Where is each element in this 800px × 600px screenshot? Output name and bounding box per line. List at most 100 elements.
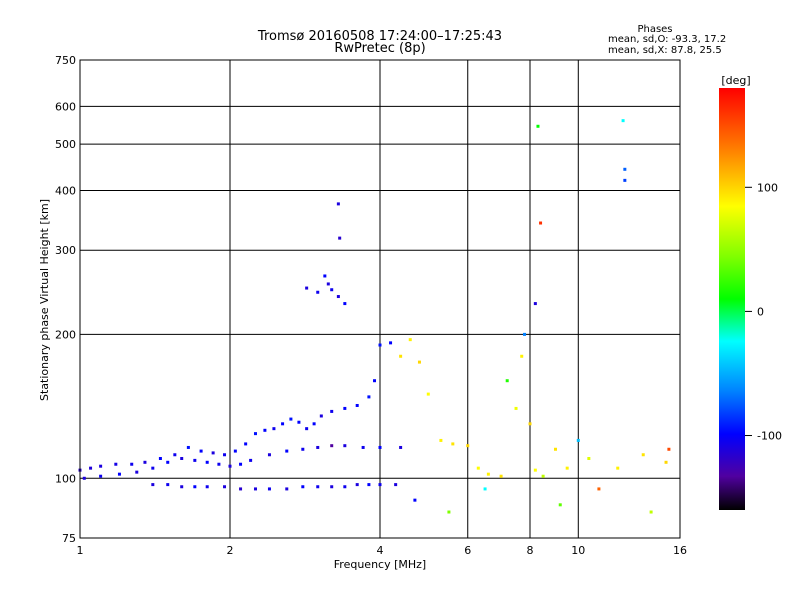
scatter-point xyxy=(408,338,412,342)
scatter-point xyxy=(533,468,537,472)
scatter-point xyxy=(528,422,532,426)
scatter-point xyxy=(305,286,309,290)
scatter-point xyxy=(99,474,103,478)
scatter-point xyxy=(621,119,625,123)
scatter-point xyxy=(117,472,121,476)
scatter-point xyxy=(641,453,645,457)
y-tick-label: 75 xyxy=(62,532,76,545)
grid-lines xyxy=(80,60,680,538)
scatter-point xyxy=(312,422,316,426)
scatter-point xyxy=(536,124,540,128)
plot-frame xyxy=(79,59,681,539)
scatter-point xyxy=(367,483,371,487)
y-axis-ticks: 75 100 200 300 400 500 600 750 xyxy=(55,54,76,545)
scatter-point xyxy=(623,178,627,182)
scatter-point xyxy=(343,302,347,306)
scatter-point xyxy=(130,462,134,466)
scatter-point xyxy=(330,288,334,292)
scatter-point xyxy=(289,417,293,421)
scatter-point xyxy=(151,483,155,487)
colorbar-unit: [deg] xyxy=(721,74,750,87)
scatter-point xyxy=(394,483,398,487)
scatter-point xyxy=(228,464,232,468)
scatter-point xyxy=(378,343,382,347)
scatter-point xyxy=(413,498,417,502)
x-tick-label: 16 xyxy=(673,544,687,557)
scatter-point xyxy=(285,487,289,491)
scatter-point xyxy=(499,474,503,478)
colorbar xyxy=(719,88,745,510)
scatter-point xyxy=(193,485,197,489)
scatter-point xyxy=(285,449,289,453)
scatter-point xyxy=(135,470,139,474)
scatter-point xyxy=(166,460,170,464)
y-tick-label: 300 xyxy=(55,244,76,257)
scatter-point xyxy=(239,487,243,491)
scatter-point xyxy=(336,295,340,299)
scatter-point xyxy=(649,510,653,514)
scatter-point xyxy=(336,202,340,206)
scatter-point xyxy=(426,392,430,396)
scatter-point xyxy=(223,453,227,457)
x-tick-label: 1 xyxy=(77,544,84,557)
scatter-point xyxy=(664,460,668,464)
scatter-point xyxy=(205,460,209,464)
scatter-point xyxy=(316,445,320,449)
colorbar-ticks: 100 0 -100 xyxy=(745,181,782,443)
scatter-point xyxy=(239,462,243,466)
scatter-point xyxy=(451,442,455,446)
scatter-point xyxy=(244,442,248,446)
scatter-point xyxy=(211,451,215,455)
scatter-point xyxy=(166,483,170,487)
scatter-point xyxy=(505,379,509,383)
scatter-point xyxy=(114,462,118,466)
scatter-point xyxy=(199,449,203,453)
scatter-point xyxy=(193,458,197,462)
scatter-point xyxy=(305,427,309,431)
scatter-point xyxy=(316,485,320,489)
scatter-point xyxy=(355,483,359,487)
scatter-point xyxy=(587,456,591,460)
scatter-point xyxy=(330,409,334,413)
x-tick-label: 8 xyxy=(527,544,534,557)
scatter-point xyxy=(297,420,301,424)
y-tick-label: 750 xyxy=(55,54,76,67)
scatter-point xyxy=(267,453,271,457)
stats-heading: Phases xyxy=(637,24,672,35)
scatter-point xyxy=(399,445,403,449)
scatter-point xyxy=(565,466,569,470)
scatter-point xyxy=(576,438,580,442)
scatter-point xyxy=(151,466,155,470)
scatter-point xyxy=(180,485,184,489)
colorbar-tick-label: 100 xyxy=(757,181,778,194)
scatter-point xyxy=(399,354,403,358)
scatter-point xyxy=(343,444,347,448)
scatter-point xyxy=(301,485,305,489)
stats-o-mode: mean, sd,O: -93.3, 17.2 xyxy=(608,34,726,45)
scatter-point xyxy=(143,460,147,464)
scatter-point xyxy=(343,406,347,410)
scatter-point xyxy=(667,447,671,451)
y-tick-label: 100 xyxy=(55,472,76,485)
x-tick-label: 4 xyxy=(377,544,384,557)
x-tick-label: 10 xyxy=(571,544,585,557)
scatter-point xyxy=(447,510,451,514)
scatter-point xyxy=(520,354,524,358)
data-points xyxy=(78,119,671,514)
scatter-point xyxy=(623,167,627,171)
scatter-point xyxy=(378,483,382,487)
scatter-point xyxy=(597,487,601,491)
scatter-point xyxy=(267,487,271,491)
scatter-point xyxy=(301,447,305,451)
x-tick-label: 6 xyxy=(464,544,471,557)
scatter-point xyxy=(417,360,421,364)
scatter-point xyxy=(323,274,327,278)
scatter-point xyxy=(389,341,393,345)
scatter-point xyxy=(223,485,227,489)
scatter-point xyxy=(514,406,518,410)
scatter-point xyxy=(483,487,487,491)
scatter-point xyxy=(367,395,371,399)
scatter-point xyxy=(558,503,562,507)
scatter-point xyxy=(361,445,365,449)
